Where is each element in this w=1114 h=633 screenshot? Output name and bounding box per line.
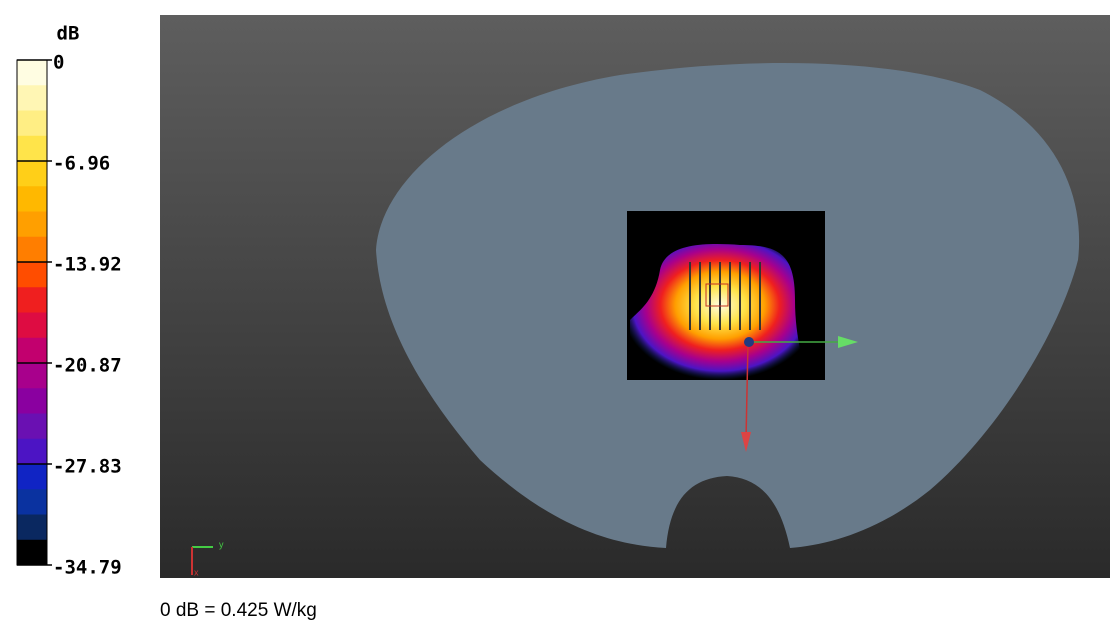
- axis-label: y: [219, 539, 224, 549]
- color-band: [17, 539, 47, 566]
- color-band: [17, 363, 47, 389]
- tick-label: -27.83: [53, 455, 122, 477]
- color-band: [17, 85, 47, 111]
- tick-label: -20.87: [53, 354, 122, 376]
- axis-arrow-x: [745, 341, 749, 441]
- color-band: [17, 135, 47, 162]
- origin: [744, 337, 754, 347]
- axis-label: x: [194, 567, 199, 577]
- color-band: [17, 514, 47, 541]
- color-band: [17, 438, 47, 465]
- color-band: [17, 161, 47, 187]
- color-band: [17, 388, 47, 414]
- arrow-head: [838, 336, 858, 348]
- tick-label: 0: [53, 52, 64, 74]
- tick-label: -13.92: [53, 254, 122, 276]
- color-band: [17, 464, 47, 490]
- color-band: [17, 211, 47, 238]
- color-band: [17, 489, 47, 515]
- tick-label: -6.96: [53, 153, 110, 175]
- color-band: [17, 337, 47, 364]
- color-band: [17, 413, 47, 440]
- color-band: [17, 186, 47, 212]
- tick-label: -34.79: [53, 557, 122, 579]
- color-band: [17, 262, 47, 288]
- color-band: [17, 60, 47, 86]
- caption: 0 dB = 0.425 W/kg: [160, 600, 317, 621]
- peak-box: [705, 283, 729, 307]
- color-band: [17, 312, 47, 339]
- color-band: [17, 287, 47, 313]
- color-band: [17, 110, 47, 137]
- color-band: [17, 236, 47, 263]
- arrow-head: [741, 432, 751, 452]
- colorbar-unit: dB: [57, 23, 80, 45]
- zoom-grid: [689, 262, 761, 330]
